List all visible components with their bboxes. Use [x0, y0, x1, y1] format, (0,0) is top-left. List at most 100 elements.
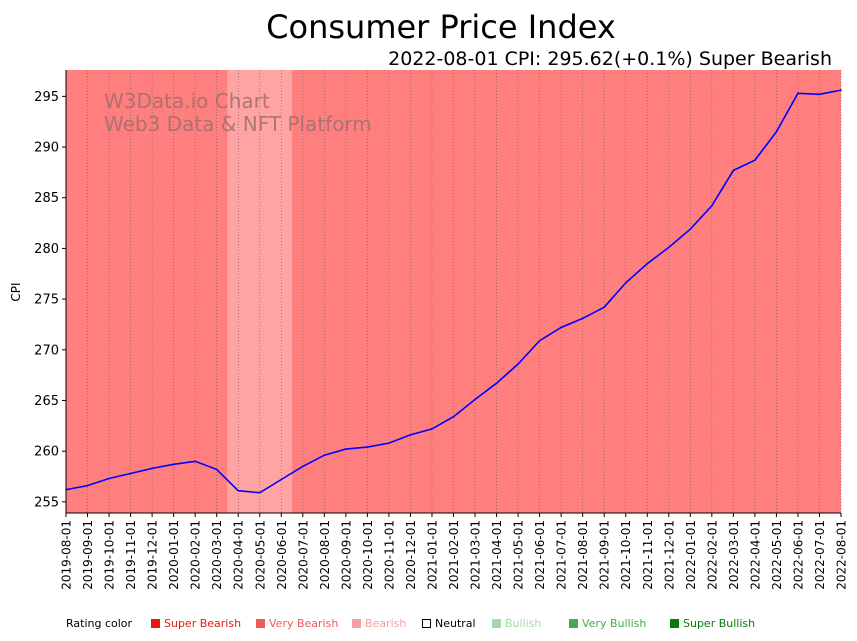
x-tick-label: 2021-01-01 [425, 520, 439, 590]
x-tick-label: 2019-08-01 [60, 520, 74, 590]
data-point [302, 465, 304, 468]
legend-title: Rating color [66, 617, 133, 630]
data-point [258, 491, 261, 494]
data-point [366, 446, 369, 448]
swatch-icon [422, 619, 431, 628]
swatch-icon [256, 619, 265, 628]
swatch-icon [352, 619, 361, 628]
data-point [452, 415, 455, 418]
rating-band-0 [66, 70, 228, 513]
data-point [689, 228, 692, 230]
swatch-icon [569, 619, 578, 628]
x-tick-label: 2022-03-01 [727, 520, 741, 590]
y-tick-label: 280 [34, 242, 59, 257]
y-tick-label: 270 [34, 343, 59, 358]
x-tick-label: 2022-01-01 [684, 520, 698, 590]
x-tick-label: 2021-11-01 [641, 520, 655, 590]
data-point [151, 467, 153, 470]
x-tick-label: 2022-06-01 [791, 520, 805, 590]
x-axis-ticks: 2019-08-01 2019-09-01 2019-10-01 2019-11-01… [60, 513, 849, 590]
x-tick-label: 2022-05-01 [770, 520, 784, 590]
legend-item-very-bullish: Very Bullish [569, 617, 646, 630]
x-tick-label: 2020-01-01 [167, 520, 181, 590]
legend-item-very-bearish: Very Bearish [256, 617, 338, 630]
x-tick-label: 2022-02-01 [705, 520, 719, 590]
swatch-icon [492, 619, 501, 628]
data-point [409, 434, 412, 436]
x-tick-label: 2019-12-01 [146, 520, 160, 590]
legend-item-super-bullish: Super Bullish [670, 617, 755, 630]
chart-title: Consumer Price Index [266, 8, 616, 46]
x-tick-label: 2021-03-01 [469, 520, 483, 590]
x-tick-label: 2020-09-01 [339, 520, 353, 590]
x-tick-label: 2019-11-01 [124, 520, 138, 590]
x-tick-label: 2020-05-01 [253, 520, 267, 590]
x-tick-label: 2021-08-01 [576, 520, 590, 590]
data-point [215, 468, 218, 471]
data-point [711, 205, 713, 207]
legend-item-super-bearish: Super Bearish [151, 617, 241, 630]
y-axis-ticks: 255 260 265 270 275 280 285 290 295 [34, 90, 66, 510]
x-tick-label: 2020-06-01 [275, 520, 289, 590]
data-point [86, 484, 89, 487]
watermark-line-2: Web3 Data & NFT Platform [104, 112, 372, 136]
data-point [560, 326, 562, 329]
data-point [172, 463, 175, 466]
data-point [237, 489, 240, 492]
legend-item-bullish: Bullish [492, 617, 541, 630]
x-tick-label: 2022-08-01 [835, 520, 849, 590]
y-tick-label: 275 [34, 293, 59, 308]
x-tick-label: 2021-05-01 [512, 520, 526, 590]
data-point [646, 262, 649, 265]
y-tick-label: 265 [34, 394, 59, 409]
x-tick-label: 2020-12-01 [404, 520, 418, 590]
x-tick-label: 2021-09-01 [598, 520, 612, 590]
data-point [323, 454, 326, 457]
x-tick-label: 2020-10-01 [361, 520, 375, 590]
x-tick-label: 2022-04-01 [748, 520, 762, 590]
data-point [280, 478, 283, 481]
y-tick-label: 295 [34, 90, 59, 105]
data-point [603, 306, 605, 309]
data-point [431, 428, 433, 430]
data-point [108, 477, 110, 480]
swatch-icon [670, 619, 679, 628]
data-point [818, 93, 821, 96]
x-tick-label: 2021-07-01 [555, 520, 569, 590]
x-tick-label: 2021-12-01 [662, 520, 676, 590]
data-point [840, 89, 842, 91]
chart-subtitle: 2022-08-01 CPI: 295.62(+0.1%) Super Bear… [388, 48, 832, 70]
watermark-line-1: W3Data.io Chart [104, 89, 270, 113]
legend-item-neutral: Neutral [422, 617, 476, 630]
x-tick-label: 2022-07-01 [813, 520, 827, 590]
y-tick-label: 260 [34, 445, 59, 460]
rating-band-2 [292, 70, 842, 513]
x-tick-label: 2020-07-01 [296, 520, 310, 590]
data-point [194, 460, 196, 463]
data-point [775, 131, 778, 133]
data-point [129, 472, 132, 475]
data-point [581, 317, 584, 320]
x-tick-label: 2019-10-01 [103, 520, 117, 590]
y-tick-label: 255 [34, 495, 59, 510]
y-axis-label: CPI [9, 282, 23, 301]
data-point [732, 169, 735, 172]
x-tick-label: 2020-03-01 [210, 520, 224, 590]
data-point [517, 363, 519, 365]
x-tick-label: 2021-02-01 [447, 520, 461, 590]
data-point [388, 442, 390, 444]
data-point [345, 448, 347, 450]
x-tick-label: 2020-08-01 [318, 520, 332, 590]
x-tick-label: 2019-09-01 [81, 520, 95, 590]
data-point [538, 339, 541, 342]
data-point [754, 159, 756, 162]
x-tick-label: 2021-10-01 [619, 520, 633, 590]
data-point [495, 382, 498, 385]
x-tick-label: 2020-11-01 [382, 520, 396, 590]
y-tick-label: 285 [34, 191, 59, 206]
y-tick-label: 290 [34, 141, 59, 156]
rating-bands [66, 70, 842, 513]
x-tick-label: 2020-04-01 [232, 520, 246, 590]
x-tick-label: 2020-02-01 [189, 520, 203, 590]
